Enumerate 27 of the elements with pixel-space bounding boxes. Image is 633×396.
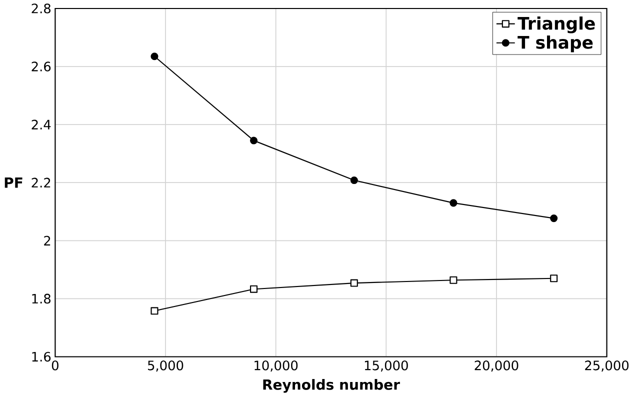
point bbox=[350, 176, 358, 184]
y-tick-label: 2.6 bbox=[32, 61, 51, 72]
point bbox=[550, 214, 558, 222]
point bbox=[350, 279, 358, 287]
x-tick-label: 5,000 bbox=[148, 360, 184, 372]
y-tick-label: 1.8 bbox=[32, 294, 50, 304]
point bbox=[250, 285, 258, 293]
point bbox=[150, 52, 158, 60]
x-tick-label: 15,000 bbox=[364, 360, 408, 372]
y-tick-label: 2.2 bbox=[32, 178, 50, 188]
legend-label: Triangle bbox=[518, 16, 595, 34]
point bbox=[550, 274, 558, 282]
x-tick-label: 10,000 bbox=[254, 360, 298, 372]
x-tick-label: 25,000 bbox=[585, 360, 629, 372]
point bbox=[150, 306, 158, 315]
y-tick-label: 1.6 bbox=[32, 352, 51, 362]
x-tick-label: 20,000 bbox=[474, 360, 518, 372]
y-axis-title: PF bbox=[4, 177, 22, 188]
x-tick-label: 0 bbox=[52, 360, 58, 370]
y-tick-label: 2.4 bbox=[32, 120, 51, 130]
point bbox=[250, 136, 258, 144]
y-tick-label: 2.8 bbox=[32, 3, 50, 14]
y-tick-label: 2 bbox=[44, 236, 50, 246]
x-axis-title: Reynolds number bbox=[263, 378, 400, 393]
point bbox=[450, 276, 458, 284]
point bbox=[450, 199, 458, 207]
legend-label: T shape bbox=[518, 35, 593, 52]
